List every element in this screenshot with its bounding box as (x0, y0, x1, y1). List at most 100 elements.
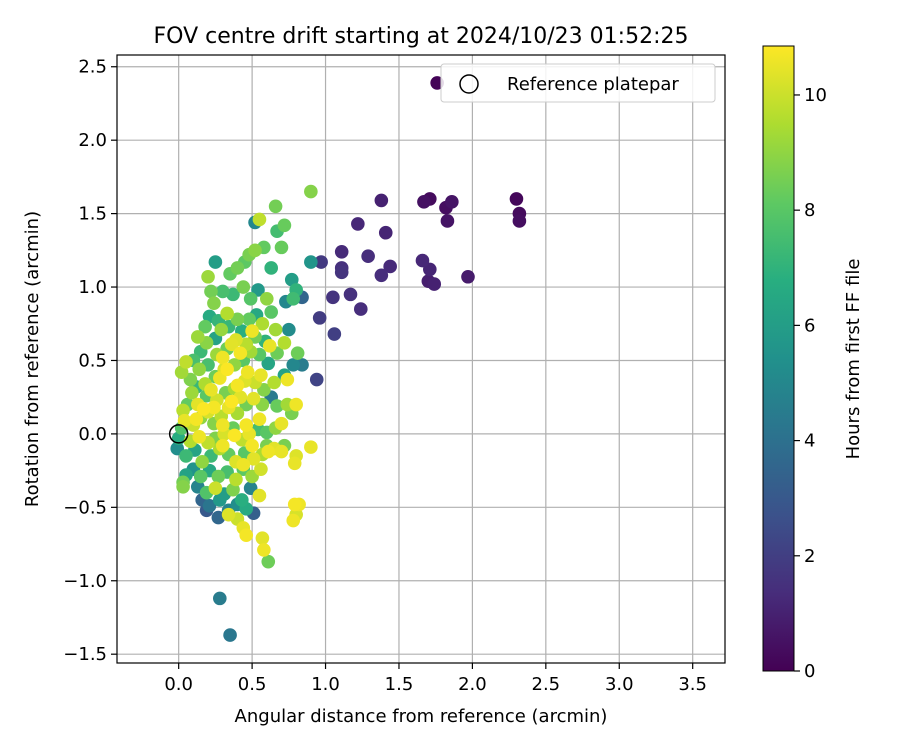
x-axis-label: Angular distance from reference (arcmin) (235, 706, 608, 727)
legend-label: Reference platepar (507, 74, 679, 95)
data-point (179, 449, 193, 463)
data-point (277, 336, 292, 350)
data-point (211, 469, 226, 484)
data-point (286, 513, 301, 528)
data-points (170, 76, 527, 642)
data-point (314, 255, 328, 269)
data-point (226, 482, 240, 497)
data-point (246, 391, 261, 406)
x-ticks: 0.0 0.5 1.0 1.5 2.0 2.5 3.0 3.5 (164, 663, 707, 695)
plot-frame (116, 54, 726, 664)
data-point (267, 375, 281, 390)
y-tick-label: 1.5 (78, 204, 107, 225)
colorbar-tick-label: 4 (804, 431, 815, 452)
data-point (274, 416, 289, 431)
data-point (215, 284, 230, 299)
data-point (351, 217, 365, 231)
data-point (230, 261, 245, 275)
y-tick-label: 0.0 (78, 424, 107, 445)
data-point (243, 291, 258, 306)
data-point (252, 412, 267, 427)
data-point (280, 372, 295, 387)
data-point (286, 358, 301, 372)
data-point (262, 338, 277, 353)
data-point (233, 346, 248, 360)
x-tick-label: 2.5 (532, 674, 561, 695)
data-point (193, 469, 208, 484)
data-point (334, 244, 349, 259)
data-point (226, 287, 240, 302)
data-point (374, 193, 389, 208)
data-point (304, 184, 318, 199)
data-point (284, 272, 299, 287)
data-point (242, 312, 256, 327)
data-point (361, 249, 375, 263)
data-point (509, 192, 524, 206)
data-point (255, 316, 270, 331)
data-point (309, 372, 324, 387)
data-point (417, 195, 431, 209)
data-point (204, 383, 218, 397)
data-point (289, 397, 303, 412)
data-point (235, 493, 249, 507)
colorbar-label: Hours from first FF file (843, 259, 864, 460)
data-point (461, 269, 475, 284)
data-point (415, 253, 430, 268)
data-point (374, 268, 389, 283)
data-point (264, 261, 279, 275)
data-point (254, 368, 268, 382)
data-point (177, 413, 192, 428)
data-point (264, 305, 279, 319)
y-tick-label: 0.5 (78, 350, 107, 371)
data-point (201, 269, 215, 284)
data-point (215, 350, 230, 365)
data-point (207, 296, 221, 310)
y-axis-label: Rotation from reference (arcmin) (22, 211, 43, 507)
data-point (192, 362, 207, 377)
data-point (268, 199, 283, 214)
data-point (236, 280, 251, 294)
data-point (326, 290, 340, 305)
data-point (211, 510, 226, 525)
data-point (239, 418, 254, 432)
data-point (208, 481, 223, 496)
y-tick-label: 1.0 (78, 277, 107, 298)
data-point (353, 302, 368, 316)
data-point (257, 543, 271, 557)
data-point (259, 291, 274, 306)
data-point (383, 259, 397, 274)
data-point (189, 412, 204, 427)
data-point (198, 319, 212, 334)
data-point (277, 218, 292, 233)
data-point (207, 400, 221, 415)
x-tick-label: 1.5 (385, 674, 414, 695)
legend-marker-icon (459, 74, 479, 94)
data-point (427, 277, 442, 291)
data-point (252, 212, 267, 227)
data-point (230, 378, 245, 393)
data-point (440, 214, 455, 228)
data-point (195, 455, 209, 469)
colorbar: 0 2 4 6 8 10 Hours from first FF file (762, 45, 864, 682)
data-point (254, 462, 268, 476)
data-point (240, 365, 255, 380)
reference-platepar-marker (168, 424, 189, 444)
data-point (261, 554, 276, 569)
data-point (245, 438, 259, 453)
data-point (268, 322, 283, 337)
x-tick-label: 0.0 (164, 674, 193, 695)
data-point (270, 399, 284, 413)
data-point (215, 438, 230, 453)
data-point (287, 456, 302, 471)
data-point (261, 444, 276, 459)
data-point (236, 457, 251, 472)
data-point (213, 591, 227, 606)
data-point (512, 214, 527, 228)
data-point (290, 346, 305, 360)
data-point (445, 195, 459, 209)
data-point (176, 479, 190, 494)
x-tick-label: 0.5 (238, 674, 267, 695)
data-point (334, 265, 349, 280)
data-point (176, 403, 190, 418)
data-point (185, 385, 199, 400)
